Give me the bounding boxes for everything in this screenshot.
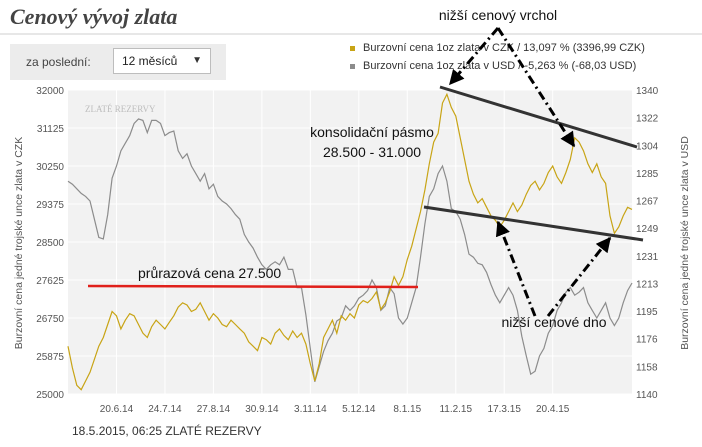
resistance-trend-line — [439, 85, 638, 149]
x-tick-label: 3.11.14 — [294, 404, 327, 415]
y-tick-right: 1285 — [636, 169, 659, 180]
y-tick-right: 1267 — [636, 197, 659, 208]
y-tick-right: 1249 — [636, 224, 659, 235]
lower-high-label: nižší cenový vrchol — [439, 7, 557, 23]
consolidation-label-line1: konsolidační pásmo — [310, 124, 434, 140]
support-label: průrazová cena 27.500 — [138, 265, 281, 281]
consolidation-label-line2: 28.500 - 31.000 — [323, 144, 421, 160]
y-tick-right: 1176 — [636, 335, 658, 346]
y-tick-left: 31125 — [37, 124, 65, 135]
y-tick-right: 1304 — [636, 141, 659, 152]
y-tick-right: 1213 — [636, 279, 659, 290]
support-trend-line — [423, 205, 644, 242]
y-axis-label-left: Burzovní cena jedné trojské unce zlata v… — [13, 137, 25, 349]
period-filter: za poslední: 12 měsíců ▼ — [10, 44, 226, 80]
legend-swatch-usd — [350, 64, 355, 69]
chart-footer: 18.5.2015, 06:25 ZLATÉ REZERVY — [72, 424, 262, 438]
series-line-czk — [67, 92, 633, 391]
x-tick-label: 20.6.14 — [100, 404, 134, 415]
title-divider — [0, 33, 702, 35]
arrow-to-low-1 — [495, 220, 537, 317]
legend-swatch-czk — [350, 46, 355, 51]
y-tick-left: 27625 — [36, 276, 64, 287]
arrow-to-high-2 — [496, 27, 576, 148]
y-tick-right: 1231 — [636, 252, 659, 263]
x-tick-label: 17.3.15 — [488, 404, 522, 415]
y-tick-left: 32000 — [36, 86, 64, 97]
arrow-to-high-1 — [448, 27, 500, 86]
y-tick-left: 25875 — [36, 352, 64, 363]
period-select[interactable]: 12 měsíců ▼ — [113, 48, 211, 74]
watermark: ZLATÉ REZERVY — [85, 104, 156, 114]
y-tick-right: 1140 — [636, 390, 658, 401]
x-tick-label: 8.1.15 — [393, 404, 421, 415]
y-tick-left: 29375 — [36, 200, 64, 211]
period-select-value: 12 měsíců — [122, 54, 178, 68]
y-axis-label-right: Burzovní cena jedné trojské unce zlata v… — [679, 136, 691, 350]
x-tick-label: 20.4.15 — [536, 404, 570, 415]
lower-low-label: nižší cenové dno — [501, 314, 606, 330]
x-tick-label: 30.9.14 — [245, 404, 279, 415]
y-tick-left: 30250 — [36, 162, 64, 173]
y-tick-right: 1158 — [636, 362, 658, 373]
x-tick-label: 11.2.15 — [439, 404, 472, 415]
x-tick-label: 5.12.14 — [342, 404, 376, 415]
y-tick-right: 1322 — [636, 114, 659, 125]
page-title: Cenový vývoj zlata — [10, 4, 178, 29]
legend-label-usd: Burzovní cena 1oz zlata v USD / -5,263 %… — [363, 60, 637, 72]
series-line-usd — [67, 118, 633, 382]
x-tick-label: 24.7.14 — [148, 404, 182, 415]
y-tick-right: 1340 — [636, 86, 659, 97]
period-label: za poslední: — [26, 55, 91, 69]
y-tick-left: 28500 — [36, 238, 64, 249]
y-tick-right: 1195 — [636, 307, 658, 318]
arrow-to-low-2 — [546, 236, 612, 317]
chevron-down-icon: ▼ — [192, 55, 202, 66]
support-line — [87, 284, 419, 289]
y-tick-left: 26750 — [36, 314, 64, 325]
y-tick-left: 25000 — [36, 390, 64, 401]
x-tick-label: 27.8.14 — [197, 404, 231, 415]
legend-label-czk: Burzovní cena 1oz zlata v CZK / 13,097 %… — [363, 42, 645, 54]
